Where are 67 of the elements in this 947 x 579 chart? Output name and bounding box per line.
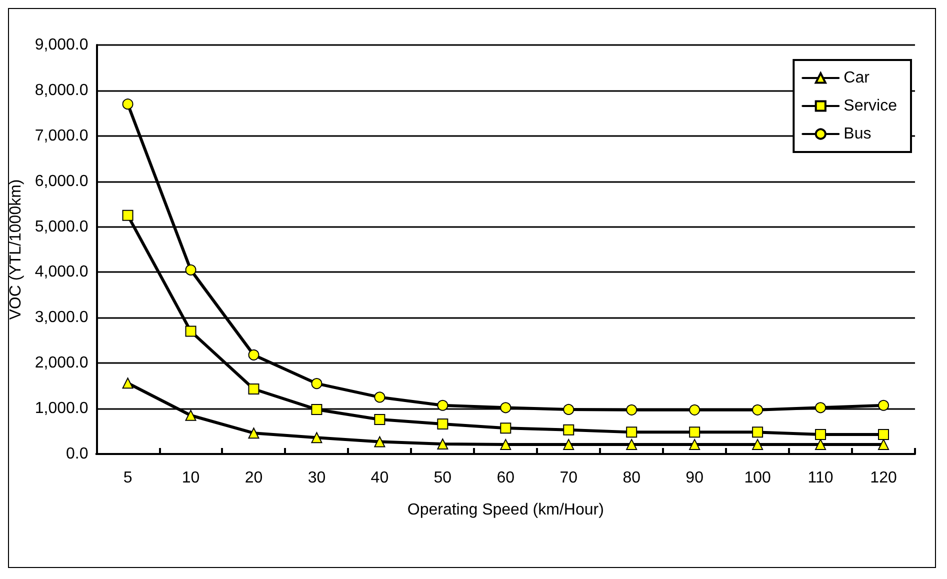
point: [311, 404, 322, 415]
point: [248, 349, 260, 360]
y-tick-label: 2,000.0: [34, 354, 88, 372]
point: [185, 264, 196, 276]
x-tick-label: 110: [808, 470, 834, 486]
point: [689, 438, 700, 450]
point: [248, 428, 260, 439]
point: [563, 438, 574, 450]
x-tick-label: 70: [560, 470, 578, 486]
y-tick-label: 4,000.0: [34, 264, 88, 281]
point: [626, 404, 638, 416]
point: [374, 392, 386, 403]
point: [122, 210, 134, 221]
x-tick-label: 30: [308, 470, 326, 486]
x-tick-label: 90: [686, 470, 704, 486]
point: [815, 438, 826, 450]
point: [815, 428, 826, 440]
x-tick-label: 20: [244, 470, 263, 486]
point: [185, 410, 196, 421]
point: [752, 426, 764, 438]
y-tick-label: 9,000.0: [34, 36, 88, 54]
x-tick-label: 10: [182, 470, 200, 486]
x-axis-title: Operating Speed (km/Hour): [407, 502, 604, 518]
point: [689, 426, 700, 438]
y-axis-title: VOC (YTL/1000km): [8, 179, 24, 320]
point: [374, 414, 386, 425]
point: [437, 438, 448, 450]
x-tick-label: 5: [123, 470, 132, 486]
y-tick-label: 3,000.0: [34, 309, 88, 326]
point: [626, 438, 638, 450]
point: [752, 438, 764, 450]
legend-label: Service: [844, 98, 898, 114]
point: [311, 432, 322, 444]
point: [374, 436, 386, 448]
point: [185, 326, 196, 337]
point: [122, 98, 134, 110]
point: [311, 378, 322, 390]
point: [878, 400, 890, 411]
y-tick-label: 1,000.0: [34, 400, 88, 418]
point: [878, 428, 890, 440]
point: [500, 422, 512, 434]
y-tick-label: 5,000.0: [34, 218, 88, 236]
point: [437, 418, 448, 430]
y-tick-label: 0.0: [66, 446, 88, 462]
x-tick-label: 100: [744, 470, 771, 486]
x-tick-label: 60: [496, 470, 515, 486]
point: [563, 404, 574, 415]
legend-label: Car: [844, 70, 870, 86]
point: [752, 404, 764, 416]
point: [878, 438, 890, 450]
point: [815, 402, 826, 414]
legend-label: Bus: [844, 126, 872, 142]
point: [500, 402, 512, 414]
point: [122, 378, 134, 389]
x-tick-label: 80: [622, 470, 641, 486]
x-tick-label: 40: [370, 470, 389, 486]
point: [437, 400, 448, 411]
point: [689, 404, 700, 416]
y-tick-label: 6,000.0: [34, 172, 88, 190]
point: [248, 384, 260, 395]
point: [563, 424, 574, 436]
y-tick-label: 7,000.0: [34, 127, 88, 144]
point: [626, 426, 638, 438]
point: [500, 438, 512, 450]
x-tick-label: 120: [870, 470, 897, 486]
y-tick-label: 8,000.0: [34, 82, 88, 99]
x-tick-label: 50: [434, 470, 452, 486]
